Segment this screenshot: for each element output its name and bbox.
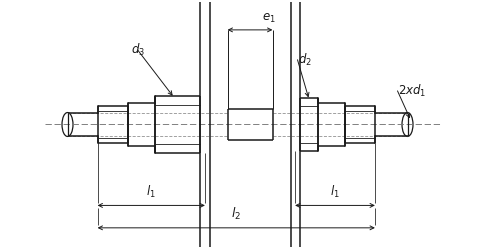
Text: $d_3$: $d_3$ (130, 42, 144, 58)
Text: $l_1$: $l_1$ (330, 184, 340, 200)
Text: $l_2$: $l_2$ (231, 206, 241, 222)
Text: $2xd_1$: $2xd_1$ (398, 83, 426, 99)
Text: $e_1$: $e_1$ (262, 12, 276, 25)
Text: $d_2$: $d_2$ (298, 52, 312, 68)
Text: $l_1$: $l_1$ (146, 184, 156, 200)
